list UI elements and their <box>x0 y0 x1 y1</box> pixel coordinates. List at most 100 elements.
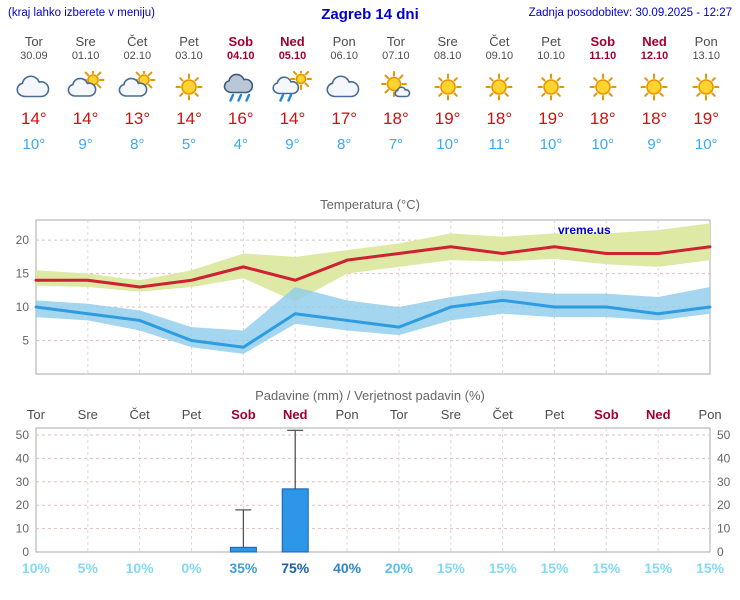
precip-day-label: Pon <box>698 407 722 422</box>
probability-value: 40% <box>333 560 362 576</box>
page-title: Zagreb 14 dni <box>321 6 419 23</box>
svg-text:10: 10 <box>717 522 731 536</box>
day-name: Pet <box>179 34 199 49</box>
svg-text:30: 30 <box>717 475 731 489</box>
day-column-01.10: Sre 01.10 14° 9° <box>60 34 112 153</box>
precip-day-label: Čet <box>129 407 150 422</box>
high-temp: 17° <box>331 109 358 128</box>
high-temp: 18° <box>589 109 616 128</box>
day-name: Tor <box>386 34 405 49</box>
low-temp: 7° <box>388 136 404 153</box>
sunny-icon <box>163 71 215 107</box>
probability-value: 15% <box>696 560 725 576</box>
day-name: Čet <box>489 34 510 49</box>
temperature-chart: 5 10 15 20 <box>16 219 712 375</box>
day-date: 11.10 <box>589 50 617 62</box>
day-name: Sob <box>228 34 254 49</box>
precip-bar <box>229 546 257 553</box>
sunny-icon <box>473 71 525 107</box>
svg-text:10: 10 <box>16 522 30 536</box>
day-name: Ned <box>642 34 667 49</box>
precip-day-label: Čet <box>492 407 513 422</box>
svg-text:20: 20 <box>16 233 30 247</box>
svg-text:40: 40 <box>16 451 30 465</box>
low-temp: 10° <box>436 136 459 153</box>
sunny-icon <box>525 71 577 107</box>
svg-text:50: 50 <box>717 428 731 442</box>
precip-day-labels-row: Tor Sre Čet Pet Sob Ned Pon Tor Sre Čet Pet Sob Ned P… <box>10 407 736 422</box>
high-temp: 19° <box>538 109 564 128</box>
low-temp: 10° <box>694 136 718 153</box>
precip-day-label: Ned <box>282 407 308 422</box>
precip-day-label: Sre <box>440 407 461 422</box>
day-name: Pon <box>694 34 718 49</box>
sunny-icon <box>629 71 681 107</box>
high-temp: 18° <box>641 109 668 128</box>
precip-day-label: Tor <box>26 407 45 422</box>
day-column-07.10: Tor 07.10 18° 7° <box>370 34 422 153</box>
rain-icon <box>215 71 267 107</box>
temperature-chart-title: Temperatura (°C) <box>320 197 420 212</box>
day-column-08.10: Sre 08.10 19° 10° <box>422 34 474 153</box>
day-name: Pet <box>541 34 561 49</box>
probability-value: 75% <box>281 560 310 576</box>
precipitation-chart-title: Padavine (mm) / Verjetnost padavin (%) <box>255 388 485 403</box>
precipitation-chart-block: Padavine (mm) / Verjetnost padavin (%) T… <box>0 388 740 576</box>
probability-value: 15% <box>644 560 673 576</box>
last-update-text: Zadnja posodobitev: 30.09.2025 - 12:27 <box>528 7 732 19</box>
probability-value: 15% <box>540 560 569 576</box>
day-date: 12.10 <box>640 50 669 62</box>
svg-text:0: 0 <box>22 545 29 558</box>
sunny-icon <box>422 71 474 107</box>
high-temp: 19° <box>693 109 720 128</box>
day-column-04.10: Sob 04.10 16° 4° <box>215 34 267 153</box>
day-column-10.10: Pet 10.10 19° 10° <box>525 34 577 153</box>
top-bar: (kraj lahko izberete v meniju) Zagreb 14… <box>0 0 740 26</box>
forecast-days-row: Tor 30.09 14° 10° Sre 01.10 14° 9° Čet 02.10 13° 8°… <box>8 34 732 153</box>
precip-day-label: Pet <box>181 407 202 422</box>
svg-text:30: 30 <box>16 475 30 489</box>
day-date: 06.10 <box>330 50 358 62</box>
low-temp: 8° <box>130 136 145 153</box>
precip-day-label: Pet <box>544 407 565 422</box>
day-name: Sob <box>590 34 616 49</box>
low-temp: 10° <box>539 136 563 153</box>
probability-value: 0% <box>181 560 202 576</box>
day-date: 01.10 <box>71 50 100 62</box>
day-date: 02.10 <box>123 50 152 62</box>
day-column-12.10: Ned 12.10 18° 9° <box>629 34 681 153</box>
day-column-06.10: Pon 06.10 17° 8° <box>318 34 370 153</box>
low-temp: 9° <box>647 136 662 153</box>
high-temp: 18° <box>383 109 409 128</box>
probability-value: 5% <box>77 560 98 576</box>
high-temp: 18° <box>486 109 513 128</box>
low-temp: 10° <box>22 136 46 153</box>
precip-probability-row: 10% 5% 10% 0% 35% 75% 40% 20% 15% 15% 15% 15% 15% 15% <box>10 560 736 576</box>
precipitation-chart: 0 0 10 10 20 20 30 30 40 40 50 50 <box>16 427 731 558</box>
svg-text:40: 40 <box>717 451 731 465</box>
probability-value: 20% <box>384 560 413 576</box>
watermark: vreme.us <box>558 223 611 237</box>
day-date: 07.10 <box>382 50 410 62</box>
day-column-09.10: Čet 09.10 18° 11° <box>473 34 525 153</box>
svg-text:50: 50 <box>16 428 30 442</box>
low-temp: 8° <box>337 136 352 153</box>
low-temp: 10° <box>591 136 615 153</box>
precip-day-label: Sob <box>594 407 619 422</box>
location-menu-note: (kraj lahko izberete v meniju) <box>8 7 156 19</box>
day-date: 03.10 <box>175 50 203 62</box>
max-temperature-range-band <box>36 223 710 302</box>
svg-text:20: 20 <box>16 498 30 512</box>
max-temperature-line <box>34 245 712 289</box>
day-date: 04.10 <box>226 50 255 62</box>
svg-text:15: 15 <box>16 267 30 281</box>
day-column-05.10: Ned 05.10 14° 9° <box>267 34 319 153</box>
day-name: Tor <box>24 34 43 49</box>
min-temperature-range-band <box>36 286 710 354</box>
day-date: 30.09 <box>20 50 48 62</box>
low-temp: 9° <box>78 136 93 153</box>
day-date: 08.10 <box>433 50 462 62</box>
day-date: 09.10 <box>485 50 514 62</box>
high-temp: 13° <box>124 109 151 128</box>
